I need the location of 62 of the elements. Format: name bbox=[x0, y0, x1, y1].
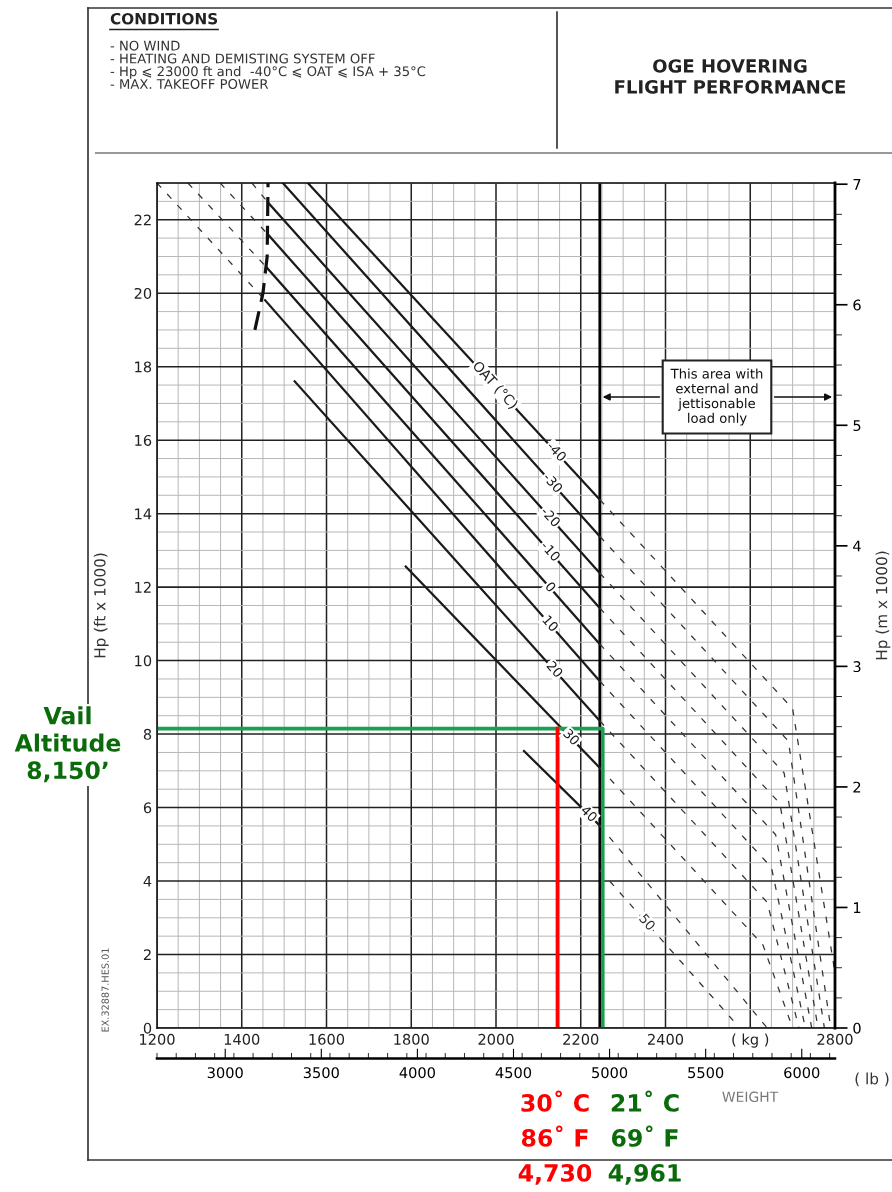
text: 30˚ C bbox=[521, 1090, 589, 1112]
x2-axis-title: ( lb ) bbox=[855, 1072, 889, 1087]
text: 10 bbox=[542, 614, 560, 633]
x-tick-label: 2400 bbox=[648, 1033, 684, 1045]
x2-tick-label: 3500 bbox=[303, 1067, 339, 1079]
text: -30 bbox=[542, 471, 564, 494]
y2-tick-label: 7 bbox=[853, 179, 861, 190]
text: -40 bbox=[546, 440, 568, 463]
y-tick-label: 22 bbox=[134, 214, 151, 226]
text: -10 bbox=[540, 540, 562, 562]
text: Vail Altitude 8,150’ bbox=[14, 706, 121, 783]
x-tick-label: 2800 bbox=[817, 1033, 853, 1045]
chart-title: OGE HOVERING FLIGHT PERFORMANCE bbox=[615, 59, 846, 94]
y-tick-label: 12 bbox=[135, 581, 151, 593]
y-tick-label: 6 bbox=[143, 802, 152, 814]
text: -20 bbox=[540, 505, 562, 528]
text: 4,961 bbox=[608, 1164, 681, 1185]
text: 21˚ C bbox=[611, 1090, 679, 1112]
x-tick-label: 2000 bbox=[478, 1033, 514, 1045]
x2-tick-label: 4500 bbox=[495, 1067, 532, 1079]
x2-tick-label: 5000 bbox=[592, 1067, 628, 1079]
y-tick-label: 18 bbox=[135, 361, 152, 373]
text: - NO WIND - HEATING AND DEMISTING SYSTEM OFF - Hp ⩽ 23000 ft and -40°C ⩽ OAT ⩽ ISA + 35°C - MAX. TAKEOFF POWER bbox=[110, 40, 426, 89]
text: 30 bbox=[562, 728, 581, 746]
x2-tick-label: 6000 bbox=[784, 1067, 820, 1079]
text: 20 bbox=[546, 660, 564, 679]
y2-tick-label: 5 bbox=[853, 420, 861, 432]
y-tick-label: 20 bbox=[134, 287, 152, 299]
y-tick-label: 4 bbox=[143, 875, 152, 887]
text: 0 bbox=[544, 581, 557, 593]
text: EX.32887.HES.01 bbox=[101, 948, 109, 1032]
y2-tick-label: 4 bbox=[853, 540, 861, 552]
y2-tick-label: 6 bbox=[853, 299, 861, 311]
annotation: This area with external and jettisonable load only bbox=[670, 368, 763, 426]
text: 50 bbox=[638, 913, 657, 931]
y2-tick-label: 2 bbox=[853, 781, 861, 793]
text: CONDITIONS bbox=[110, 12, 218, 25]
y-tick-label: 16 bbox=[135, 434, 152, 446]
x-tick-label: 1400 bbox=[224, 1033, 260, 1045]
x-tick-label: 1200 bbox=[140, 1033, 175, 1045]
x-tick-label: 1600 bbox=[309, 1033, 345, 1045]
x-tick-label: 2200 bbox=[563, 1033, 599, 1045]
y-tick-label: 8 bbox=[143, 728, 152, 740]
text: 40 bbox=[580, 804, 599, 823]
y2-axis-title: Hp (m x 1000) bbox=[875, 551, 891, 660]
y-tick-label: 2 bbox=[143, 949, 151, 961]
text: 86˚ F bbox=[521, 1125, 588, 1147]
text: 4,730 bbox=[518, 1163, 592, 1185]
x2-tick-label: 4000 bbox=[399, 1067, 435, 1079]
x-tick-label: ( kg ) bbox=[732, 1033, 769, 1048]
x-tick-label: 1800 bbox=[394, 1033, 429, 1045]
y-tick-label: 0 bbox=[143, 1022, 152, 1034]
y2-tick-label: 3 bbox=[853, 661, 861, 673]
x2-tick-label: 3000 bbox=[207, 1067, 243, 1079]
y2-tick-label: 1 bbox=[853, 902, 861, 913]
y-tick-label: 14 bbox=[135, 508, 152, 520]
y-tick-label: 10 bbox=[135, 655, 152, 667]
x-axis-title: WEIGHT bbox=[722, 1091, 779, 1103]
text: 69˚ F bbox=[611, 1125, 678, 1147]
y-axis-title: Hp (ft x 1000) bbox=[93, 553, 109, 658]
y2-tick-label: 0 bbox=[853, 1022, 861, 1034]
x2-tick-label: 5500 bbox=[688, 1067, 724, 1079]
